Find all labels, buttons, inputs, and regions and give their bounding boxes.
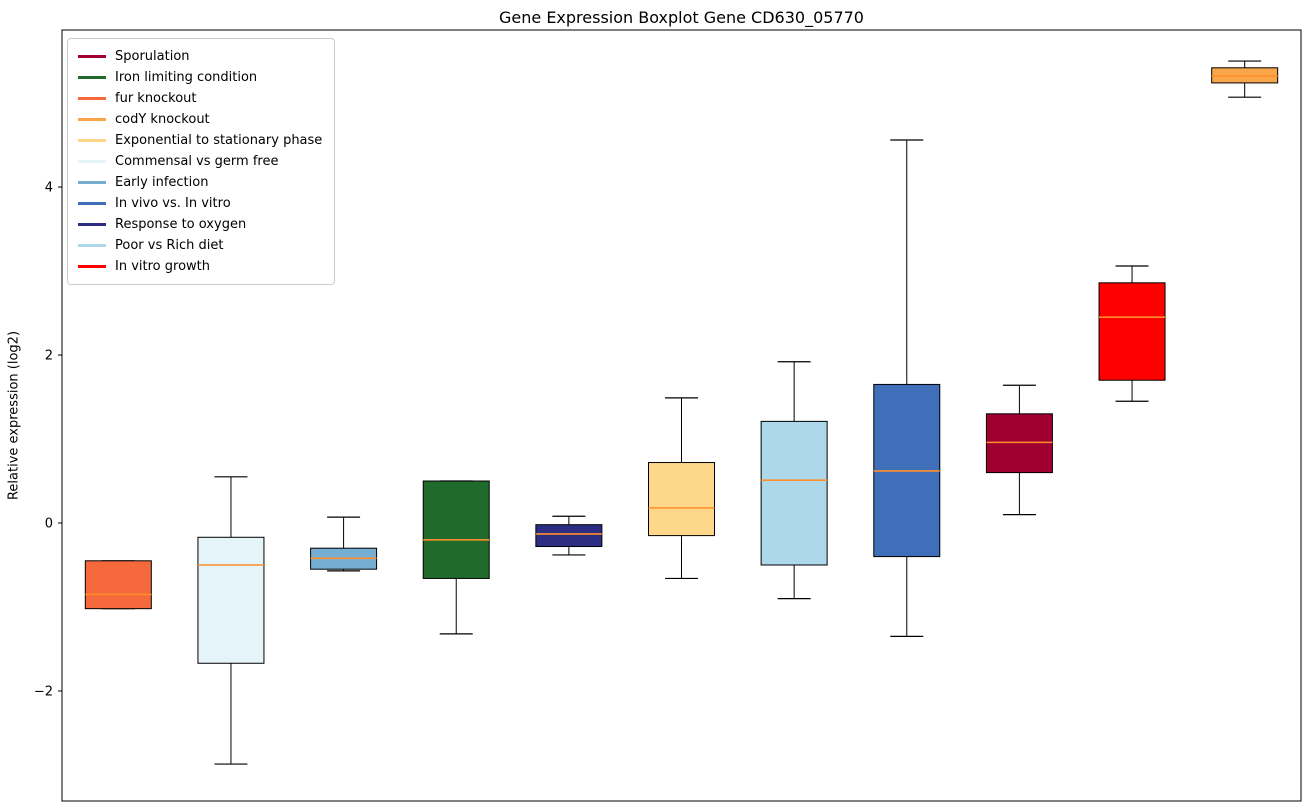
legend-swatch (78, 223, 106, 226)
y-tick-label: 2 (45, 349, 53, 364)
boxplot-group-10 (1211, 60, 1279, 98)
legend-item: Response to oxygen (78, 214, 322, 235)
y-tick-label: 4 (45, 181, 53, 196)
y-tick-label: −2 (34, 684, 53, 699)
boxplot-group-0 (84, 560, 152, 610)
legend-item: Exponential to stationary phase (78, 130, 322, 151)
box-rect (535, 524, 603, 548)
box-rect (84, 560, 152, 610)
legend-item: Iron limiting condition (78, 67, 322, 88)
chart-title: Gene Expression Boxplot Gene CD630_05770 (499, 8, 864, 27)
box-rect (422, 480, 490, 579)
legend-label: Iron limiting condition (115, 70, 258, 85)
boxplot-group-5 (648, 397, 715, 580)
legend-swatch (78, 76, 106, 79)
box-rect (1098, 282, 1166, 381)
legend-swatch (78, 265, 106, 268)
plot-frame (61, 29, 1302, 802)
legend-label: Early infection (115, 175, 209, 190)
legend-label: Response to oxygen (115, 217, 247, 232)
legend-item: codY knockout (78, 109, 322, 130)
legend-item: Early infection (78, 172, 322, 193)
boxplot-group-4 (535, 515, 603, 556)
legend-item: Commensal vs germ free (78, 151, 322, 172)
legend-label: In vitro growth (115, 259, 210, 274)
boxplot-group-8 (985, 384, 1053, 516)
legend-item: In vitro growth (78, 256, 322, 277)
boxplot-group-9 (1098, 265, 1166, 402)
legend-item: Poor vs Rich diet (78, 235, 322, 256)
legend-label: Commensal vs germ free (115, 154, 279, 169)
boxplot-group-1 (197, 476, 265, 765)
box-rect (1211, 67, 1279, 84)
legend-swatch (78, 139, 106, 142)
boxplot-group-2 (310, 516, 378, 572)
legend-item: In vivo vs. In vitro (78, 193, 322, 214)
legend-swatch (78, 244, 106, 247)
legend-item: fur knockout (78, 88, 322, 109)
legend-label: In vivo vs. In vitro (115, 196, 231, 211)
boxplot-group-3 (422, 480, 490, 635)
box-rect (760, 420, 828, 566)
legend-item: Sporulation (78, 46, 322, 67)
legend-swatch (78, 118, 106, 121)
box-rect (985, 413, 1053, 474)
legend-label: Poor vs Rich diet (115, 238, 224, 253)
boxplot-group-7 (873, 139, 941, 637)
boxplot-group-6 (760, 361, 828, 600)
legend: Sporulation Iron limiting condition fur kn… (67, 38, 336, 285)
legend-label: codY knockout (115, 112, 210, 127)
legend-swatch (78, 55, 106, 58)
y-tick-label: 0 (45, 517, 53, 532)
legend-swatch (78, 202, 106, 205)
legend-label: Exponential to stationary phase (115, 133, 323, 148)
box-rect (648, 462, 715, 537)
legend-swatch (78, 160, 106, 163)
legend-label: Sporulation (115, 49, 190, 64)
legend-label: fur knockout (115, 91, 197, 106)
legend-swatch (78, 97, 106, 100)
legend-swatch (78, 181, 106, 184)
box-rect (197, 536, 265, 664)
